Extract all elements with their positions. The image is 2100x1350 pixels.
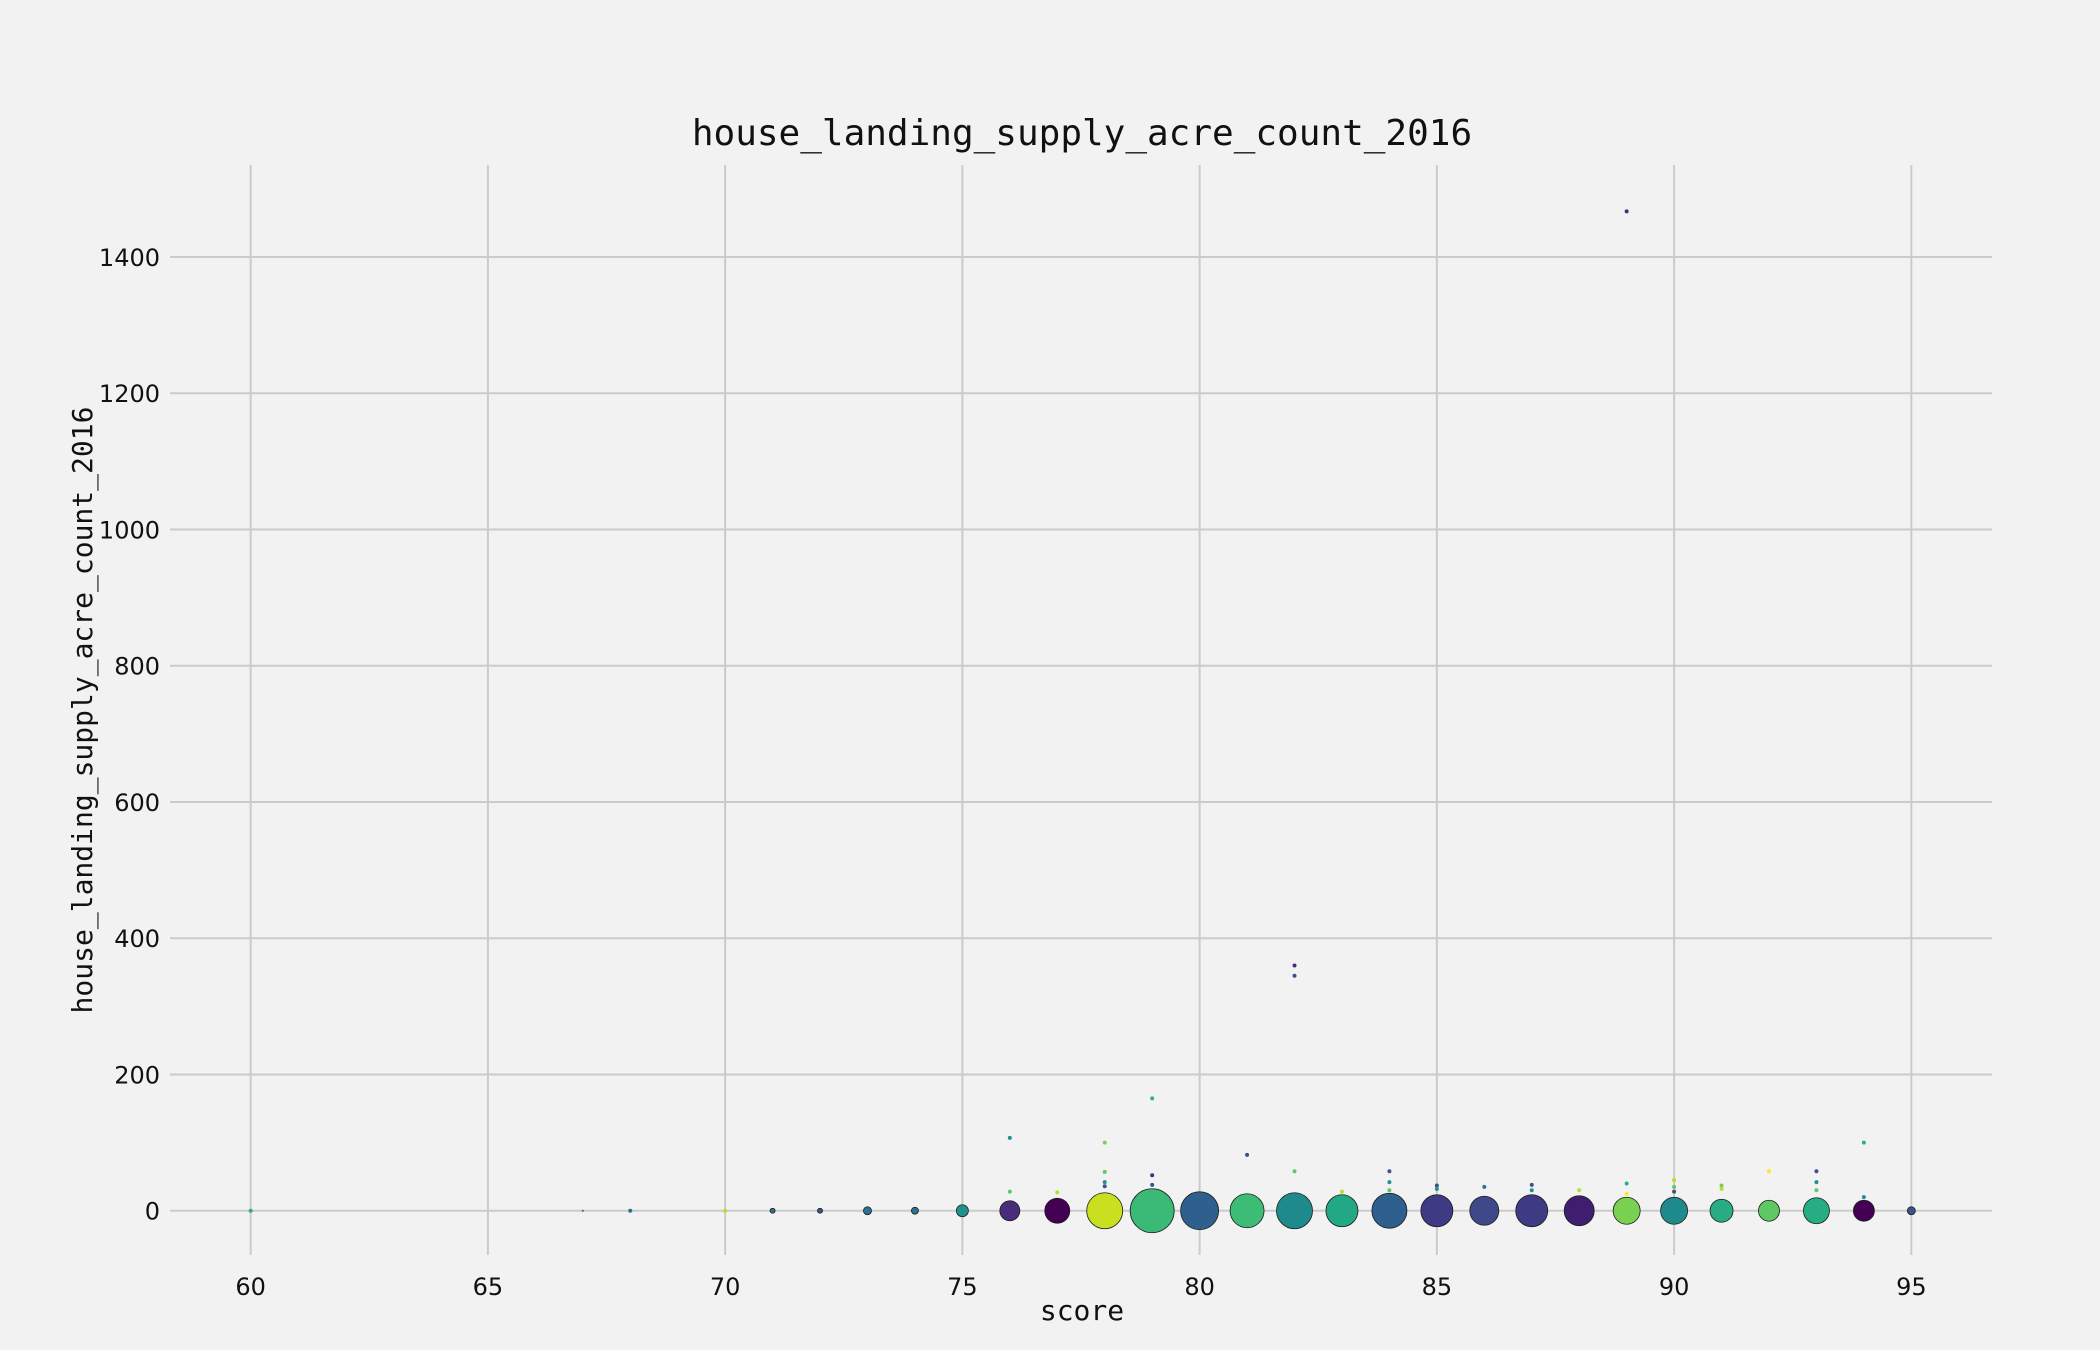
x-tick-label: 75 — [947, 1273, 978, 1301]
x-tick-label: 95 — [1896, 1273, 1927, 1301]
data-point — [1292, 1169, 1297, 1174]
data-point — [1672, 1189, 1677, 1194]
data-point — [1563, 1195, 1595, 1227]
x-axis-label: score — [1040, 1294, 1124, 1327]
data-point — [1420, 1194, 1454, 1228]
data-point — [1660, 1196, 1688, 1225]
y-axis-label: house_landing_supply_acre_count_2016 — [66, 407, 100, 1014]
data-point — [1180, 1191, 1220, 1231]
y-tick-label: 1200 — [99, 380, 160, 408]
data-point — [1150, 1182, 1155, 1187]
data-point — [1852, 1199, 1875, 1222]
y-tick-label: 0 — [145, 1198, 160, 1226]
data-point — [1102, 1180, 1107, 1185]
data-point — [1129, 1188, 1175, 1234]
data-point — [1469, 1195, 1500, 1226]
x-tick-label: 65 — [473, 1273, 504, 1301]
data-point — [1803, 1197, 1830, 1225]
data-point — [1102, 1169, 1107, 1174]
x-tick-label: 70 — [710, 1273, 741, 1301]
tick-labels: 60 65 70 75 80 85 90 95 0 200 400 600 800 1000 1200 140… — [99, 244, 1927, 1301]
data-point — [1814, 1180, 1819, 1185]
data-point — [1766, 1169, 1771, 1174]
data-point — [581, 1209, 584, 1212]
data-point — [1624, 1191, 1629, 1196]
data-point — [1102, 1184, 1107, 1189]
data-point — [1150, 1096, 1155, 1101]
data-point — [911, 1206, 919, 1215]
data-point — [1150, 1173, 1155, 1178]
data-point — [817, 1207, 823, 1214]
data-point — [1292, 973, 1297, 978]
data-point — [1719, 1183, 1724, 1188]
data-point — [1624, 1181, 1629, 1186]
data-point — [628, 1208, 633, 1213]
data-point — [1292, 963, 1297, 968]
y-tick-label: 800 — [114, 653, 160, 681]
data-point — [1276, 1192, 1313, 1230]
data-point — [1814, 1188, 1819, 1193]
data-point — [1325, 1194, 1359, 1228]
data-point — [1387, 1180, 1392, 1185]
data-point — [1529, 1182, 1534, 1187]
data-point — [1387, 1188, 1392, 1193]
data-point — [723, 1208, 728, 1213]
data-point — [1709, 1198, 1734, 1223]
data-point — [1007, 1135, 1012, 1140]
chart-title: house_landing_supply_acre_count_2016 — [692, 113, 1472, 154]
data-point — [1007, 1189, 1012, 1194]
y-tick-label: 1000 — [99, 516, 160, 544]
data-point — [1861, 1140, 1866, 1145]
y-tick-label: 1400 — [99, 244, 160, 272]
data-point — [1758, 1199, 1780, 1222]
x-tick-label: 85 — [1422, 1273, 1453, 1301]
data-point — [1387, 1169, 1392, 1174]
data-point — [1719, 1186, 1724, 1191]
data-point — [1044, 1197, 1071, 1224]
data-point — [1339, 1189, 1344, 1194]
data-point — [1672, 1178, 1677, 1183]
data-point — [863, 1206, 872, 1216]
x-tick-label: 60 — [235, 1273, 266, 1301]
x-tick-label: 90 — [1659, 1273, 1690, 1301]
data-point — [1371, 1192, 1408, 1229]
data-point — [1814, 1169, 1819, 1174]
data-point — [1577, 1188, 1582, 1193]
data-point — [1102, 1140, 1107, 1145]
data-point — [1229, 1193, 1265, 1229]
grid — [170, 165, 1992, 1255]
y-tick-label: 600 — [114, 789, 160, 817]
data-point — [1515, 1194, 1549, 1228]
data-point — [1612, 1196, 1641, 1225]
data-point — [1672, 1184, 1677, 1189]
data-point — [1906, 1206, 1916, 1216]
data-point — [1055, 1190, 1060, 1195]
data-point — [1624, 209, 1629, 214]
data-point — [248, 1208, 253, 1213]
data-point — [1245, 1152, 1250, 1157]
data-point — [769, 1207, 776, 1214]
data-point — [1861, 1195, 1866, 1200]
data-point — [955, 1204, 969, 1218]
y-tick-label: 200 — [114, 1061, 160, 1089]
x-tick-label: 80 — [1184, 1273, 1215, 1301]
data-points — [248, 209, 1916, 1234]
data-point — [1086, 1192, 1124, 1230]
data-point — [1434, 1186, 1439, 1191]
data-point — [1482, 1184, 1487, 1189]
data-point — [999, 1200, 1021, 1222]
y-tick-label: 400 — [114, 925, 160, 953]
data-point — [1529, 1188, 1534, 1193]
data-point — [1434, 1183, 1439, 1188]
